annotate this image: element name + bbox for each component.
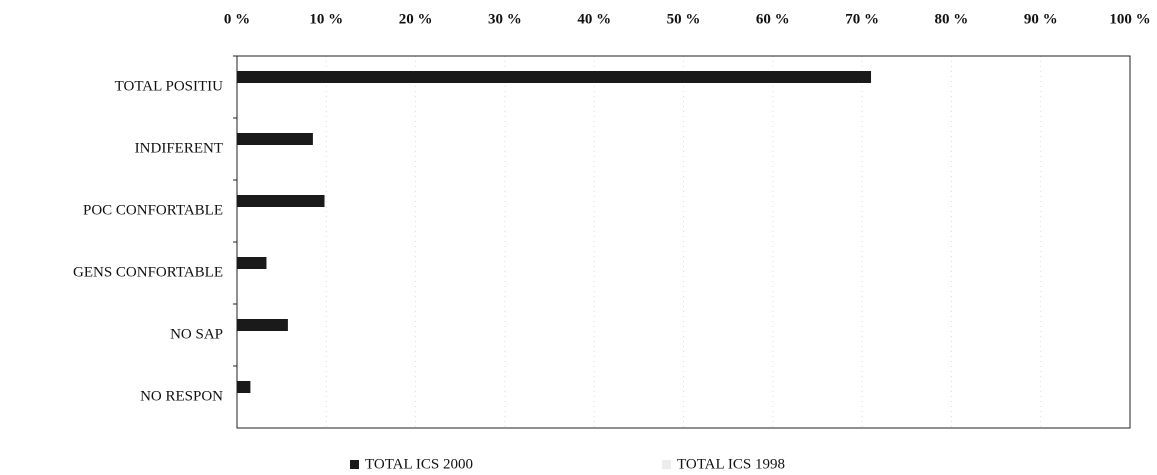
x-tick-label: 80 % <box>935 11 969 27</box>
y-tick-label: INDIFERENT <box>135 140 223 156</box>
x-tick-label: 30 % <box>488 11 522 27</box>
bar <box>237 319 288 331</box>
bar <box>237 71 872 83</box>
x-tick-label: 70 % <box>845 11 879 27</box>
x-tick-label: 90 % <box>1024 11 1058 27</box>
y-tick-label: TOTAL POSITIU <box>115 78 224 94</box>
y-tick-label: POC CONFORTABLE <box>83 202 223 218</box>
y-tick-label: NO RESPON <box>140 388 223 404</box>
y-tick-label: NO SAP <box>170 326 223 342</box>
bar <box>237 257 267 269</box>
legend-swatch <box>662 460 671 469</box>
x-tick-label: 20 % <box>399 11 433 27</box>
bar <box>237 195 325 207</box>
legend-label: TOTAL ICS 2000 <box>365 456 473 472</box>
x-tick-label: 50 % <box>667 11 701 27</box>
x-tick-label: 60 % <box>756 11 790 27</box>
x-tick-label: 100 % <box>1109 11 1150 27</box>
x-tick-label: 40 % <box>577 11 611 27</box>
legend-swatch <box>350 460 359 469</box>
bar <box>237 133 313 145</box>
legend-label: TOTAL ICS 1998 <box>677 456 785 472</box>
bar <box>237 381 251 393</box>
x-tick-label: 0 % <box>224 11 250 27</box>
y-tick-label: GENS CONFORTABLE <box>73 264 223 280</box>
x-tick-label: 10 % <box>309 11 343 27</box>
